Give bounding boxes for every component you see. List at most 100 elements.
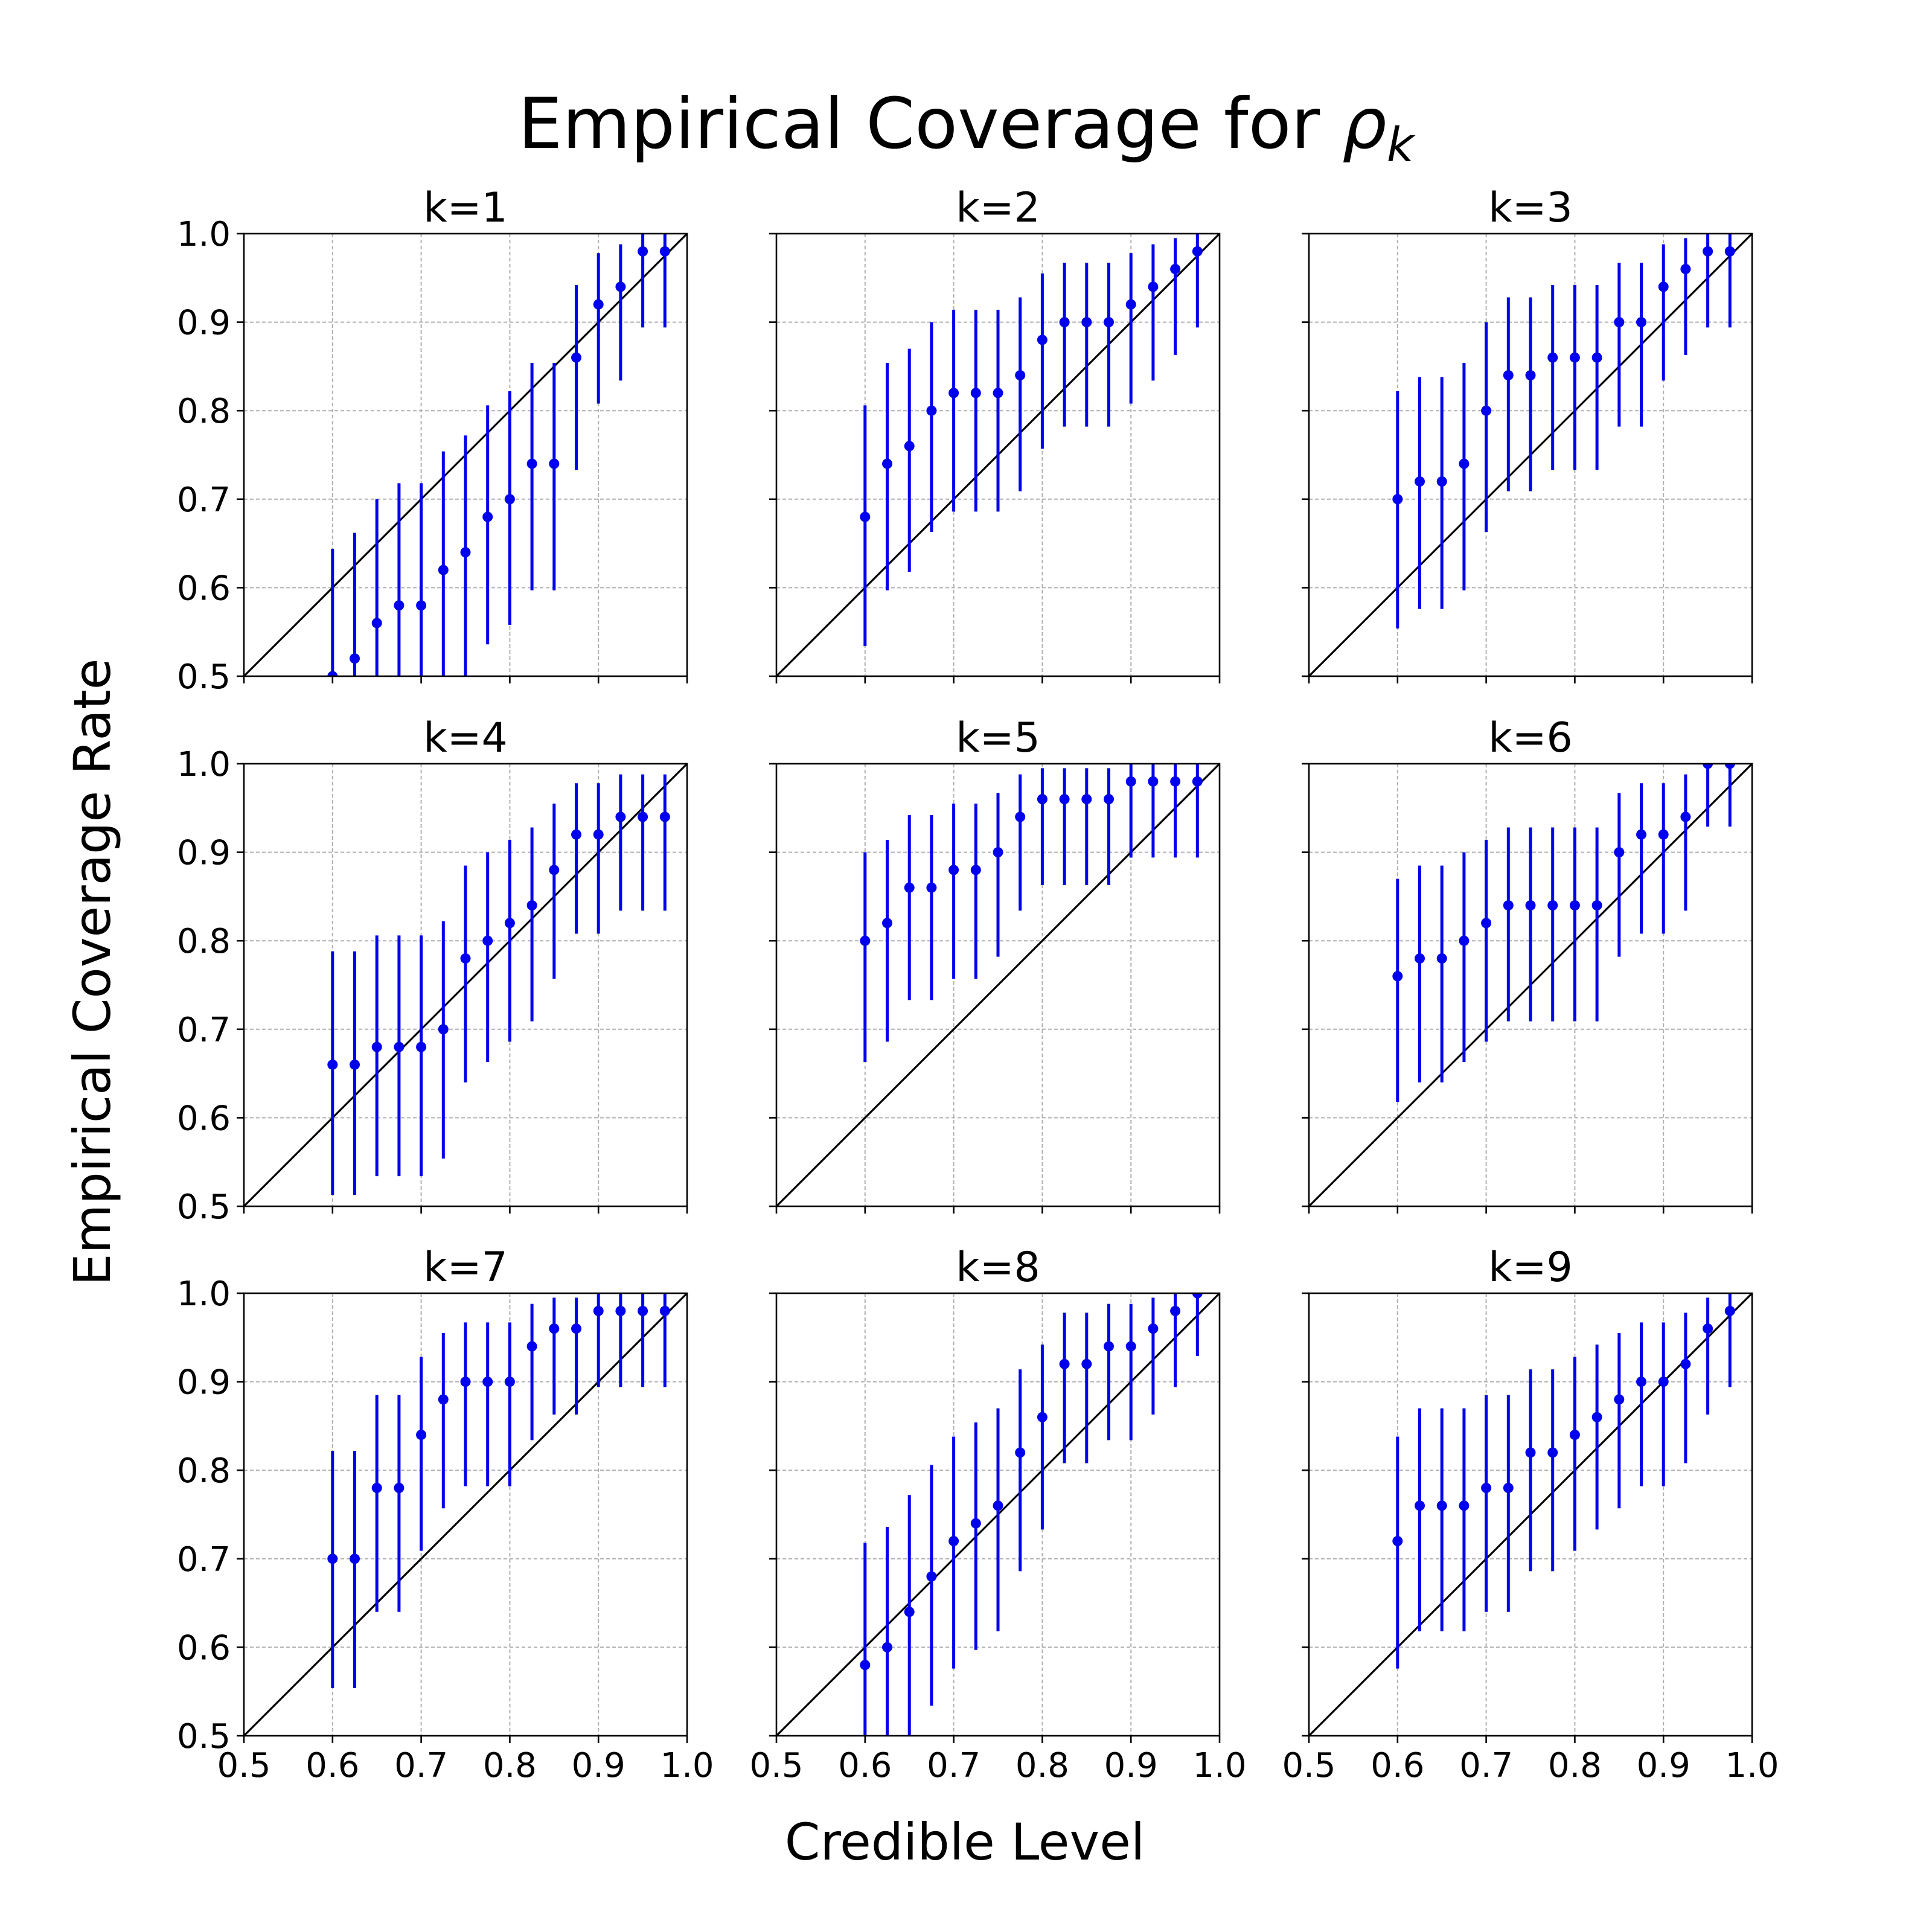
data-point <box>904 882 915 893</box>
data-point <box>948 388 959 398</box>
data-point <box>1614 317 1625 328</box>
y-tick-label: 1.0 <box>177 745 231 784</box>
data-point <box>482 1377 493 1387</box>
data-point <box>1104 794 1114 805</box>
data-point <box>593 1305 604 1316</box>
data-point <box>526 900 537 911</box>
data-point <box>1059 317 1070 328</box>
data-point <box>1703 764 1713 769</box>
data-point <box>993 388 1003 398</box>
x-tick-label: 0.6 <box>838 1746 892 1785</box>
data-point <box>1680 1358 1691 1369</box>
reference-line <box>244 1293 687 1736</box>
data-point <box>615 281 626 292</box>
data-point <box>504 494 515 505</box>
data-point <box>1436 1500 1447 1511</box>
reference-line <box>776 764 1220 1206</box>
data-point <box>416 1430 427 1441</box>
data-point <box>659 1305 670 1316</box>
panel-data <box>1309 764 1752 1206</box>
data-point <box>1125 776 1136 787</box>
figure-title: Empirical Coverage for ρk <box>518 83 1416 173</box>
panel-frame <box>1308 232 1753 677</box>
data-point <box>882 1642 892 1652</box>
data-point <box>371 1483 382 1494</box>
panel-title: k=4 <box>423 714 508 762</box>
panel-frame <box>243 1292 688 1737</box>
panel-k8: 0.5 0.6 0.7 0.8 0.9 1.0 k=8 <box>749 1244 1246 1785</box>
data-point <box>371 1041 382 1052</box>
figure-title-text: Empirical Coverage for <box>518 83 1342 165</box>
data-point <box>1192 1293 1203 1299</box>
data-point <box>904 1607 915 1617</box>
panel-frame <box>1308 1292 1753 1737</box>
data-point <box>526 458 537 469</box>
data-point <box>504 918 515 929</box>
data-point <box>350 1553 360 1564</box>
data-point <box>638 246 648 257</box>
data-point <box>970 865 981 875</box>
data-point <box>1192 776 1203 787</box>
data-point <box>593 829 604 840</box>
y-axis-label: Empirical Coverage Rate <box>63 659 122 1286</box>
data-point <box>1658 829 1669 840</box>
data-point <box>1392 971 1403 982</box>
y-tick-label: 0.8 <box>177 392 231 431</box>
data-point <box>638 1305 648 1316</box>
data-point <box>1481 918 1492 929</box>
data-point <box>526 1341 537 1352</box>
data-point <box>1569 352 1580 363</box>
y-tick-label: 0.9 <box>177 304 231 343</box>
data-point <box>350 1059 360 1070</box>
panel-data <box>776 234 1220 676</box>
data-point <box>970 1518 981 1529</box>
data-point <box>1436 953 1447 964</box>
data-point <box>1547 1447 1558 1458</box>
y-tick-label: 0.5 <box>177 657 231 697</box>
panel-grid: 0.50.60.70.80.91.0k=1 k=2 k=30.50.60.70.80… <box>177 184 1779 1785</box>
data-point <box>1081 794 1092 805</box>
data-point <box>327 1553 338 1564</box>
data-point <box>460 547 471 558</box>
data-point <box>371 618 382 629</box>
data-point <box>926 882 937 893</box>
data-point <box>1415 1500 1425 1511</box>
panel-frame <box>243 763 688 1208</box>
panel-data <box>1309 234 1752 676</box>
data-point <box>1081 1358 1092 1369</box>
panel-k3: k=3 <box>1302 184 1753 683</box>
panel-k1: 0.5 0.6 0.7 0.8 0.9 1.0 k=1 <box>177 184 688 697</box>
data-point <box>504 1377 515 1387</box>
x-tick-label: 1.0 <box>1192 1746 1246 1785</box>
y-tick-label: 0.6 <box>177 1628 231 1668</box>
panel-frame <box>243 232 688 677</box>
data-point <box>593 299 604 310</box>
data-point <box>571 352 581 363</box>
data-point <box>1703 246 1713 257</box>
y-tick-label: 0.7 <box>177 1011 231 1050</box>
y-tick-label: 0.8 <box>177 922 231 961</box>
data-point <box>1724 1305 1735 1316</box>
data-point <box>1547 352 1558 363</box>
panel-frame <box>775 232 1221 677</box>
data-point <box>1724 246 1735 257</box>
figure-title-symbol: ρ <box>1342 83 1387 165</box>
data-point <box>1658 1377 1669 1387</box>
data-point <box>882 918 892 929</box>
x-tick-label: 0.6 <box>305 1746 359 1785</box>
data-point <box>1037 1412 1048 1422</box>
panel-data <box>244 764 687 1206</box>
data-point <box>1636 1377 1646 1387</box>
data-point <box>1503 1483 1514 1494</box>
data-point <box>970 388 981 398</box>
data-point <box>438 1024 449 1035</box>
x-tick-label: 0.5 <box>749 1746 803 1785</box>
data-point <box>1680 811 1691 822</box>
data-point <box>638 811 648 822</box>
panel-data <box>244 234 687 676</box>
y-tick-label: 0.9 <box>177 1363 231 1403</box>
data-point <box>1125 1341 1136 1352</box>
panel-k9: 0.5 0.6 0.7 0.8 0.9 1.0 k=9 <box>1282 1244 1779 1785</box>
x-axis-label: Credible Level <box>785 1812 1145 1872</box>
panel-k5: k=5 <box>769 714 1221 1214</box>
